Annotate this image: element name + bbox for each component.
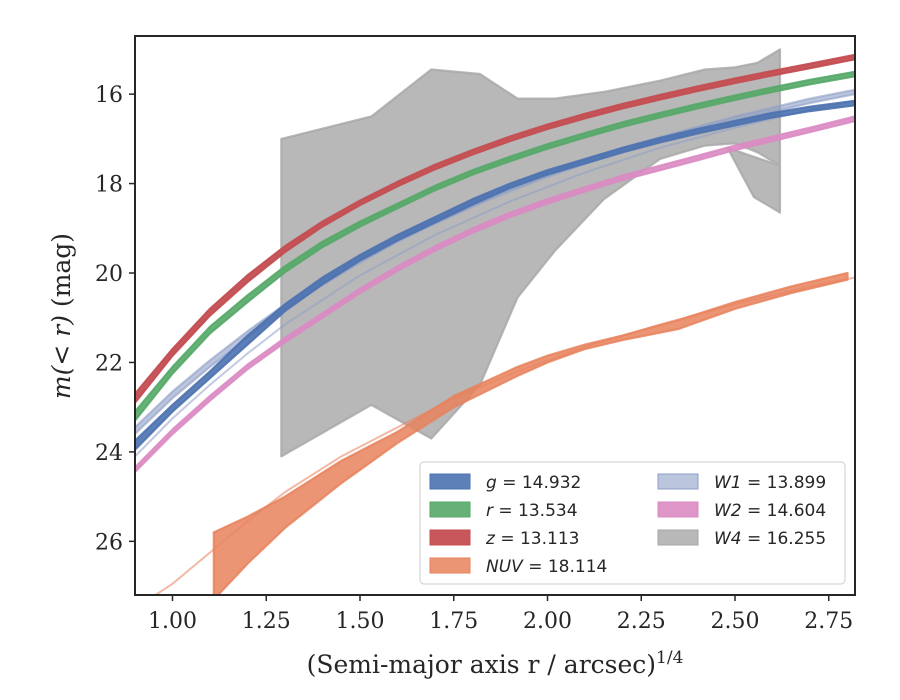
x-tick-label: 1.00 [148,609,197,634]
series-layer [135,48,855,595]
y-tick-label: 24 [95,441,123,466]
legend-swatch [429,557,471,574]
y-axis-label: m(< r) (mag) [47,233,76,399]
legend-item-w2: W2 = 14.604 [657,501,826,521]
legend-item-g: g = 14.932 [429,473,581,493]
x-axis-label-exponent: 1/4 [656,648,683,668]
y-axis-label-unit: (mag) [47,233,76,307]
y-tick-label: 26 [95,530,123,555]
svg-text:m(< r) (mag): m(< r) (mag) [47,233,76,399]
x-axis-label-text: (Semi-major axis r / arcsec) [307,650,656,679]
legend-label: z = 13.113 [485,529,579,549]
legend-item-r: r = 13.534 [429,501,578,521]
series-nuv-band [212,271,849,595]
y-axis: 16 18 20 22 24 26 [95,83,135,555]
series-g-band [135,99,855,451]
legend-label: W2 = 14.604 [714,501,826,521]
legend-swatch [657,473,699,490]
x-tick-label: 2.75 [804,609,853,634]
legend-item-w4: W4 = 16.255 [657,529,826,549]
x-tick-label: 2.25 [617,609,666,634]
x-tick-label: 1.75 [429,609,478,634]
legend-swatch [657,529,699,546]
plot-frame [134,35,856,596]
x-tick-label: 2.00 [523,609,572,634]
legend-label: r = 13.534 [486,501,578,521]
legend-swatch [657,501,699,518]
legend-swatch [429,473,471,490]
series-w2-band [135,115,855,474]
legend-frame [419,461,846,585]
series-z-band [135,53,855,404]
y-tick-label: 16 [95,83,123,108]
x-tick-label: 1.25 [242,609,291,634]
x-tick-label: 2.50 [711,609,760,634]
legend-swatch [429,501,471,518]
legend-label: NUV = 18.114 [486,557,607,577]
series-w4-band [280,48,782,458]
legend-label: W1 = 13.899 [714,473,826,493]
x-axis-label: (Semi-major axis r / arcsec)1/4 [307,648,684,679]
y-tick-label: 18 [95,173,123,198]
y-tick-label: 22 [95,351,123,376]
y-tick-label: 20 [95,262,123,287]
series-w1-extrapolation [135,99,855,458]
legend-swatch [429,529,471,546]
legend-item-z: z = 13.113 [429,529,579,549]
legend-item-w1: W1 = 13.899 [657,473,826,493]
legend-item-nuv: NUV = 18.114 [429,557,607,577]
x-axis: 1.00 1.25 1.50 1.75 2.00 2.25 2.50 2.75 [148,595,853,634]
series-r-band [135,70,855,422]
x-tick-label: 1.50 [336,609,385,634]
legend-label: g = 14.932 [486,473,581,493]
legend-label: W4 = 16.255 [714,529,826,549]
y-axis-label-math: m(< r) [47,315,76,399]
legend: g = 14.932 r = 13.534 z = 13.113 NUV = 18.1… [419,461,846,585]
